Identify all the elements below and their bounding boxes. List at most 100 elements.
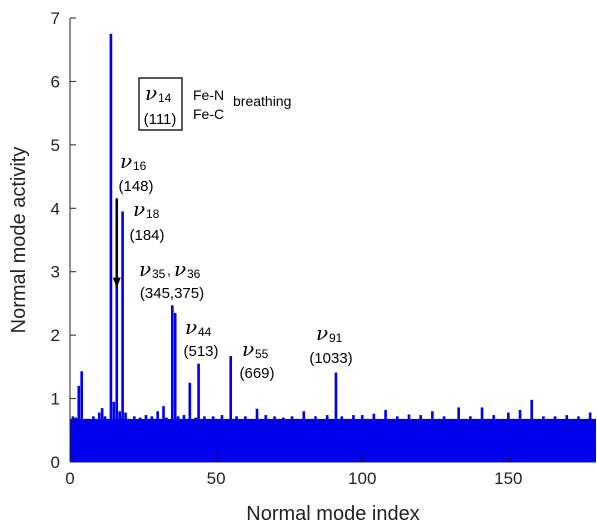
bar-43	[194, 417, 197, 462]
bar-73	[282, 417, 285, 462]
bar-11	[100, 408, 104, 462]
annotation-nu-symbol: ν	[145, 81, 157, 105]
bar-32	[162, 406, 165, 462]
annotation-subscript: 35	[152, 267, 166, 281]
y-axis-label: Normal mode activity	[8, 147, 30, 334]
annotation-nu16: ν 16 (148)	[112, 149, 154, 288]
annotation-nu18: ν 18 (184)	[129, 197, 164, 244]
bar-76	[290, 416, 294, 462]
bar-64	[255, 408, 259, 462]
bar-39	[182, 415, 186, 462]
annotation-subscript-2: 36	[187, 267, 201, 281]
bar-108	[384, 409, 387, 462]
annotation-nu-symbol: ν	[242, 337, 254, 361]
bar-128	[442, 416, 446, 462]
bar-170	[565, 415, 569, 462]
x-tick-label-0: 0	[65, 469, 74, 488]
annotation-subscript: 18	[146, 207, 160, 221]
y-tick-label-3: 3	[51, 263, 60, 282]
bar-154	[518, 409, 522, 462]
bar-178	[588, 412, 592, 462]
annotation-nu-symbol-2: ν	[174, 257, 186, 281]
bar-4	[80, 371, 84, 462]
bar-100	[360, 415, 364, 462]
bar-145	[492, 415, 496, 462]
y-tick-label-5: 5	[51, 136, 60, 155]
annotation-value: (148)	[118, 178, 153, 195]
bar-124	[431, 411, 434, 462]
bar-88	[325, 415, 329, 462]
y-tick-label-6: 6	[51, 72, 60, 91]
x-tick-label-100: 100	[348, 469, 376, 488]
y-tick-label-2: 2	[51, 326, 60, 345]
annotation-value: (184)	[129, 227, 164, 244]
bar-49	[211, 416, 215, 462]
y-tick-label-4: 4	[51, 199, 60, 218]
bar-104	[372, 413, 376, 462]
bar-17	[118, 411, 121, 462]
annotation-nu-symbol: ν	[139, 257, 151, 281]
bar-46	[203, 416, 206, 462]
bar-37	[176, 416, 180, 462]
bar-120	[419, 415, 422, 462]
y-tick-label-1: 1	[51, 390, 60, 409]
bar-150	[507, 412, 510, 462]
annotation-subscript: 91	[329, 331, 343, 345]
annotation-box	[138, 77, 183, 131]
bar-19	[124, 412, 127, 462]
bar-15	[112, 401, 116, 462]
bar-24	[138, 417, 142, 462]
bar-158	[530, 399, 534, 462]
x-axis-label: Normal mode index	[246, 503, 419, 525]
bar-97	[352, 415, 355, 462]
annotation-breathing: breathing	[233, 93, 291, 109]
annotation-value: (345,375)	[140, 285, 204, 302]
bar-8	[92, 416, 95, 462]
bar-6	[86, 418, 89, 462]
annotation-nu35-36: ν 35 , ν 36 (345,375)	[139, 257, 204, 302]
bar-70	[273, 416, 276, 462]
bar-112	[395, 416, 399, 462]
annotation-subscript: 44	[198, 325, 212, 339]
annotation-nu-symbol: ν	[185, 315, 197, 339]
bar-93	[340, 416, 344, 462]
bar-18	[121, 211, 124, 462]
annotation-subscript: 16	[133, 159, 147, 173]
bar-52	[220, 415, 224, 462]
bar-26	[144, 415, 148, 462]
bar-57	[235, 416, 238, 462]
x-ticks-group: 0 50 100 150	[65, 456, 523, 488]
bars-group	[70, 33, 596, 462]
y-tick-label-0: 0	[51, 453, 60, 472]
bar-14	[109, 33, 113, 462]
plot-area	[70, 18, 596, 462]
bar-16	[115, 198, 119, 462]
bar-84	[314, 416, 317, 462]
bar-166	[553, 416, 557, 462]
x-tick-label-50: 50	[207, 469, 226, 488]
bar-133	[457, 407, 460, 462]
annotation-nu44: ν 44 (513)	[183, 315, 218, 360]
annotation-value: (111)	[144, 111, 177, 128]
bar-41	[188, 382, 192, 462]
annotation-subscript: 55	[255, 347, 269, 361]
bar-91	[334, 372, 338, 462]
y-ticks-group: 0 1 2 3 4 5 6 7	[51, 9, 76, 472]
bar-141	[480, 407, 484, 462]
y-tick-label-7: 7	[51, 9, 60, 28]
bar-30	[156, 411, 159, 462]
annotation-value: (1033)	[309, 350, 352, 367]
bar-3	[77, 385, 81, 462]
bar-28	[150, 416, 154, 462]
annotation-nu-symbol: ν	[316, 321, 328, 345]
annotation-nu-symbol: ν	[133, 197, 145, 221]
annotation-value: (513)	[183, 343, 218, 360]
bar-10	[97, 412, 101, 462]
annotation-value: (669)	[239, 365, 274, 382]
x-tick-label-150: 150	[494, 469, 522, 488]
bar-60	[244, 416, 247, 462]
bar-2	[74, 417, 78, 462]
annotation-comma: ,	[167, 262, 171, 278]
bar-36	[173, 312, 177, 462]
